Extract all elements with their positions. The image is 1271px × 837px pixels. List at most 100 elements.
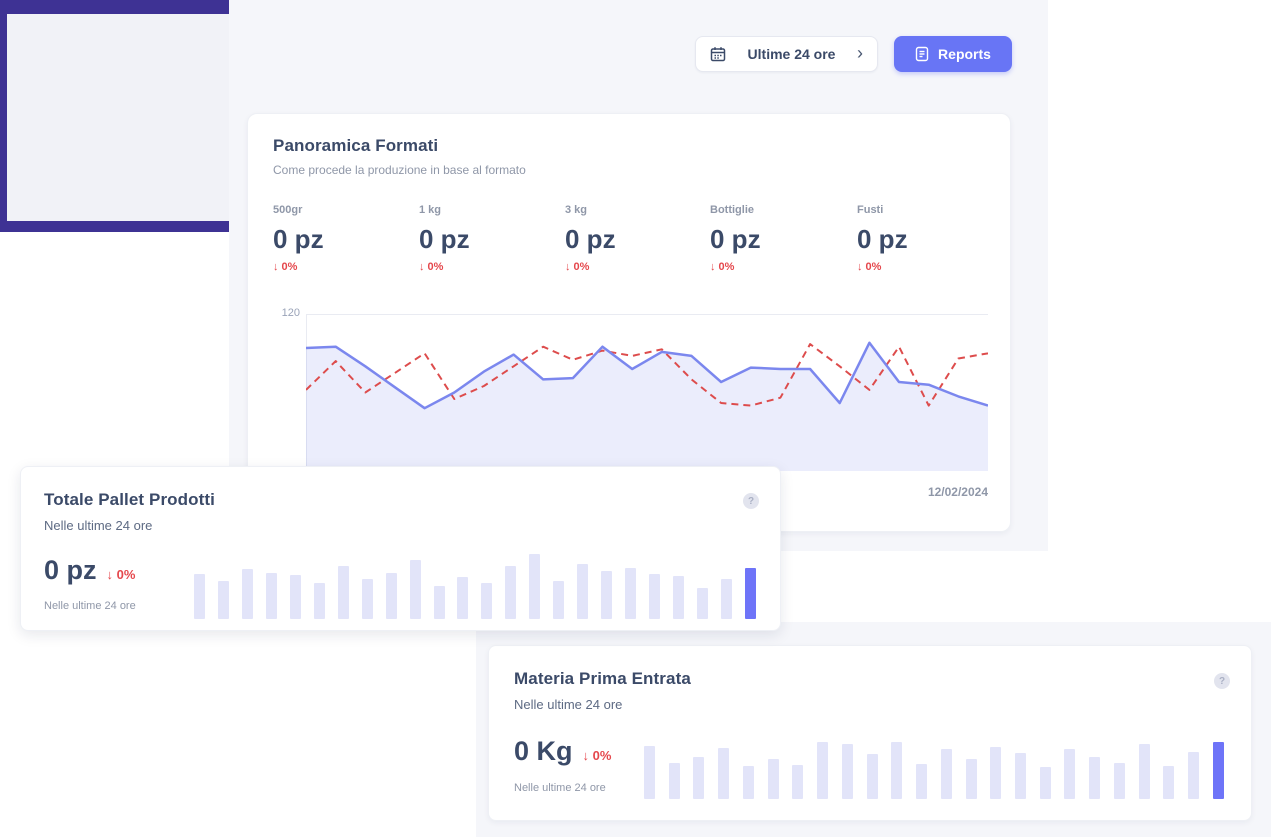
bar [265, 573, 277, 619]
metric-value: 0 pz [857, 224, 908, 254]
bar [916, 764, 928, 799]
bar [644, 746, 655, 799]
panoramica-formati-card: Panoramica Formati Come procede la produ… [247, 113, 1011, 532]
bar [742, 766, 754, 799]
bar [693, 757, 705, 799]
bar [668, 763, 680, 799]
materia-bar-chart [644, 742, 1224, 799]
bar [1188, 752, 1200, 799]
bar [1015, 753, 1027, 799]
bar [1212, 742, 1224, 799]
materia-value: 0 Kg [514, 736, 573, 766]
metric-delta: ↓ 0% [273, 261, 298, 273]
metric-label: 500gr [273, 204, 303, 216]
totale-caption: Nelle ultime 24 ore [44, 600, 136, 612]
bar [553, 581, 565, 619]
bar [289, 575, 301, 619]
bar [720, 579, 732, 619]
metric-value: 0 pz [419, 224, 470, 254]
totale-delta: ↓ 0% [106, 567, 136, 582]
bar [1039, 767, 1051, 799]
bar [673, 576, 685, 619]
solid-blue-line [306, 341, 988, 410]
dashed-red-line [306, 343, 988, 407]
help-icon[interactable]: ? [743, 493, 759, 509]
bar [409, 560, 421, 619]
metric-value: 0 pz [565, 224, 616, 254]
reports-button[interactable]: Reports [894, 36, 1012, 72]
date-range-button[interactable]: Ultime 24 ore › [695, 36, 878, 72]
chart-date-label: 12/02/2024 [927, 485, 988, 499]
calendar-icon [710, 46, 726, 62]
materia-caption: Nelle ultime 24 ore [514, 782, 606, 794]
bar [817, 742, 829, 799]
materia-subtitle: Nelle ultime 24 ore [514, 697, 623, 712]
bar [625, 568, 637, 619]
bar [965, 759, 977, 799]
totale-bar-chart [194, 554, 756, 619]
bar [1113, 763, 1125, 799]
metric-fusti: Fusti 0 pz ↓ 0% [857, 204, 1003, 273]
materia-delta: ↓ 0% [582, 748, 612, 763]
gridline-top [306, 314, 988, 315]
totale-subtitle: Nelle ultime 24 ore [44, 518, 153, 533]
metric-label: 1 kg [419, 204, 442, 216]
bar [194, 574, 205, 619]
y-axis-tick-120: 120 [281, 307, 300, 319]
metric-label: Bottiglie [710, 204, 754, 216]
totale-pallet-card: Totale Pallet Prodotti Nelle ultime 24 o… [20, 466, 781, 631]
bar [361, 579, 373, 619]
metric-value: 0 pz [273, 224, 324, 254]
bar [385, 573, 397, 619]
metric-delta: ↓ 0% [419, 261, 444, 273]
bar [577, 564, 589, 619]
panoramica-title: Panoramica Formati [273, 136, 439, 155]
metric-delta: ↓ 0% [857, 261, 882, 273]
bar [841, 744, 853, 799]
bar [767, 759, 779, 799]
materia-prima-card: Materia Prima Entrata Nelle ultime 24 or… [488, 645, 1252, 821]
bar [649, 574, 661, 619]
panoramica-line-chart [306, 341, 988, 471]
help-icon[interactable]: ? [1214, 673, 1230, 689]
metric-500gr: 500gr 0 pz ↓ 0% [273, 204, 419, 273]
bar [433, 586, 445, 619]
bar [866, 754, 878, 799]
totale-value: 0 pz [44, 555, 97, 585]
metric-delta: ↓ 0% [710, 261, 735, 273]
bar [481, 583, 493, 619]
bar [792, 765, 804, 799]
bar [601, 571, 613, 619]
metric-label: Fusti [857, 204, 884, 216]
metric-label: 3 kg [565, 204, 588, 216]
bar [744, 568, 756, 619]
metric-bottiglie: Bottiglie 0 pz ↓ 0% [710, 204, 856, 273]
bar [217, 581, 229, 619]
bar [697, 588, 709, 619]
panoramica-subtitle: Come procede la produzione in base al fo… [273, 163, 526, 177]
metric-1kg: 1 kg 0 pz ↓ 0% [419, 204, 565, 273]
bar [1089, 757, 1101, 799]
bar [718, 748, 730, 799]
area-fill [306, 342, 988, 471]
date-range-label: Ultime 24 ore [747, 46, 836, 62]
metric-3kg: 3 kg 0 pz ↓ 0% [565, 204, 711, 273]
bar [241, 569, 253, 619]
bar [505, 566, 517, 619]
bar [1064, 749, 1076, 799]
bar [313, 583, 325, 619]
bar [891, 742, 903, 799]
y-axis-line [306, 314, 307, 471]
metric-value: 0 pz [710, 224, 761, 254]
reports-label: Reports [938, 46, 991, 62]
totale-title: Totale Pallet Prodotti [44, 490, 215, 509]
chevron-right-icon: › [857, 43, 863, 63]
bar [1138, 744, 1150, 799]
materia-title: Materia Prima Entrata [514, 669, 691, 688]
bar [990, 747, 1002, 799]
report-document-icon [915, 46, 929, 62]
bar [1163, 766, 1175, 799]
bar [457, 577, 469, 619]
bar [337, 566, 349, 619]
